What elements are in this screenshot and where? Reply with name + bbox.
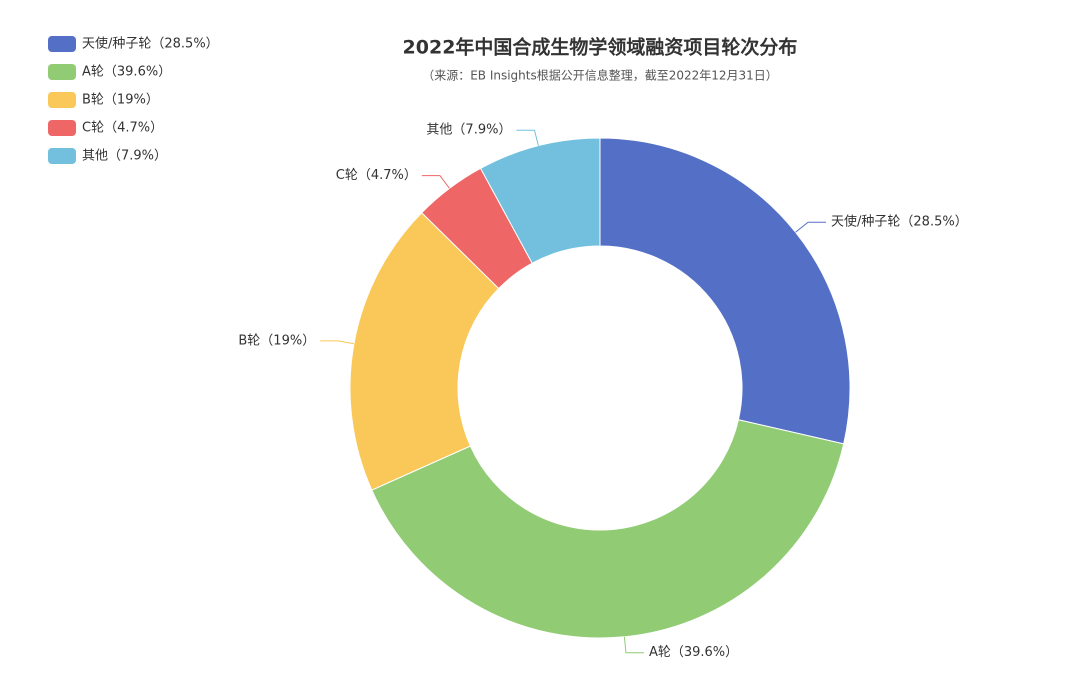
legend-swatch [48, 64, 76, 80]
legend-swatch [48, 148, 76, 164]
label-line [421, 175, 450, 189]
slice-label: 天使/种子轮（28.5%） [831, 214, 968, 230]
legend-swatch [48, 92, 76, 108]
slice-label: A轮（39.6%） [649, 645, 738, 660]
label-line [320, 340, 355, 345]
slice [349, 212, 500, 491]
legend-label: C轮（4.7%） [82, 121, 163, 136]
label-line [623, 636, 644, 654]
label-line [795, 221, 827, 233]
legend-swatch [48, 36, 76, 52]
slice [599, 137, 851, 445]
slice-label: 其他（7.9%） [426, 123, 511, 138]
slice-label: C轮（4.7%） [336, 168, 417, 183]
label-line [516, 129, 539, 146]
legend-swatch [48, 120, 76, 136]
slice [371, 419, 845, 639]
chart-title: 2022年中国合成生物学领域融资项目轮次分布 [403, 36, 798, 59]
legend-label: B轮（19%） [82, 93, 159, 108]
legend-label: 天使/种子轮（28.5%） [82, 36, 219, 52]
legend-label: 其他（7.9%） [82, 149, 167, 164]
slice [479, 137, 601, 264]
chart-subtitle: （来源：EB Insights根据公开信息整理，截至2022年12月31日） [422, 68, 778, 83]
legend-label: A轮（39.6%） [82, 65, 171, 80]
slice-label: B轮（19%） [238, 333, 315, 348]
